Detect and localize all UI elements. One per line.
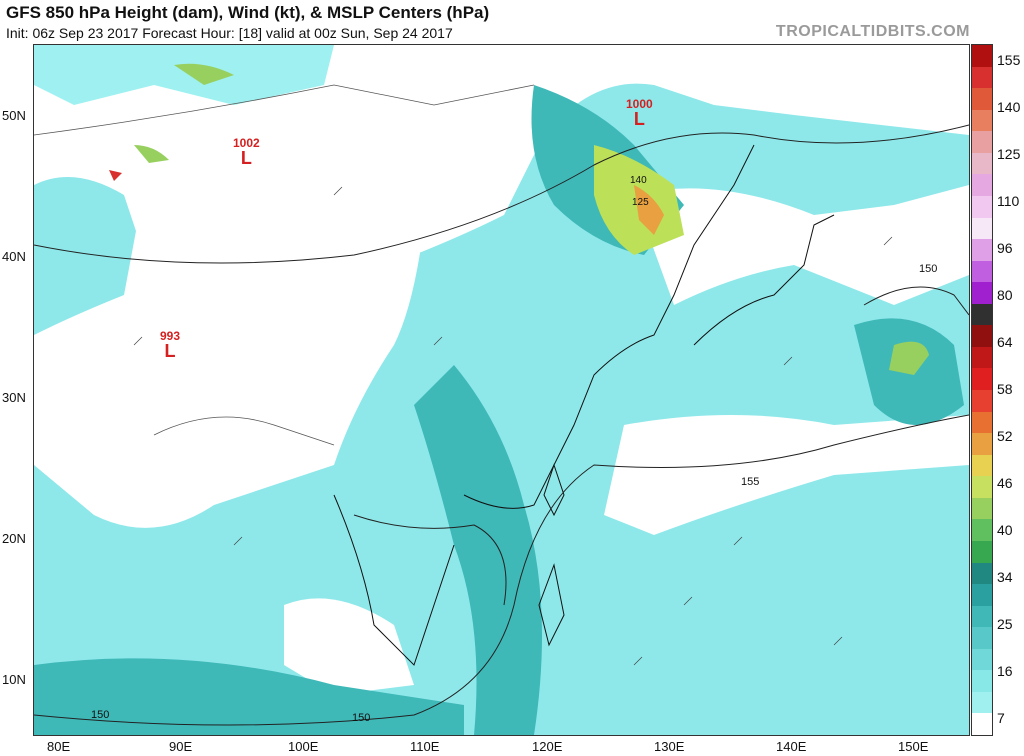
colorbar-swatch bbox=[972, 368, 992, 390]
map-canvas: 150 155 150 150 140 125 bbox=[34, 45, 969, 735]
contour-label: 125 bbox=[632, 197, 649, 208]
colorbar-swatch bbox=[972, 476, 992, 498]
colorbar-swatch bbox=[972, 497, 992, 520]
colorbar-swatch bbox=[972, 282, 992, 304]
colorbar-swatch bbox=[972, 260, 992, 283]
colorbar-swatch bbox=[972, 713, 992, 735]
contour-label: 150 bbox=[919, 263, 937, 275]
colorbar-swatch bbox=[972, 303, 992, 326]
contour-label: 155 bbox=[741, 476, 759, 488]
contour-label: 140 bbox=[630, 175, 647, 186]
colorbar-label: 25 bbox=[997, 616, 1013, 632]
colorbar-label: 40 bbox=[997, 522, 1013, 538]
colorbar-label: 46 bbox=[997, 475, 1013, 491]
low-pressure-center: 1002 L bbox=[233, 136, 260, 168]
brand-watermark: TROPICALTIDBITS.COM bbox=[775, 23, 970, 40]
colorbar-swatch bbox=[972, 691, 992, 714]
colorbar-swatch bbox=[972, 152, 992, 175]
lon-label: 110E bbox=[410, 739, 440, 754]
colorbar-label: 140 bbox=[997, 99, 1021, 115]
lon-label: 100E bbox=[288, 739, 319, 754]
lat-label: 30N bbox=[2, 390, 26, 405]
low-pressure-center: 1000 L bbox=[626, 97, 653, 129]
colorbar-swatch bbox=[972, 433, 992, 455]
colorbar-label: 16 bbox=[997, 663, 1013, 679]
contour-label: 150 bbox=[352, 712, 370, 724]
colorbar-swatch bbox=[972, 88, 992, 110]
colorbar-swatch bbox=[972, 584, 992, 606]
colorbar-swatch bbox=[972, 411, 992, 434]
colorbar-swatch bbox=[972, 390, 992, 412]
lat-label: 20N bbox=[2, 531, 26, 546]
colorbar-swatch bbox=[972, 540, 992, 563]
lat-label: 10N bbox=[2, 672, 26, 687]
colorbar-swatch bbox=[972, 174, 992, 196]
lon-label: 130E bbox=[654, 739, 685, 754]
contour-label: 150 bbox=[91, 709, 109, 721]
colorbar-label: 58 bbox=[997, 381, 1013, 397]
colorbar-label: 52 bbox=[997, 428, 1013, 444]
colorbar-label: 7 bbox=[997, 710, 1005, 726]
weather-map: 150 155 150 150 140 125 bbox=[33, 44, 970, 736]
lon-label: 140E bbox=[776, 739, 807, 754]
colorbar-swatch bbox=[972, 454, 992, 477]
lon-label: 150E bbox=[898, 739, 929, 754]
wind-speed-colorbar bbox=[971, 44, 993, 736]
low-pressure-center: 993 L bbox=[160, 329, 181, 361]
colorbar-label: 34 bbox=[997, 569, 1013, 585]
colorbar-label: 96 bbox=[997, 240, 1013, 256]
colorbar-swatch bbox=[972, 670, 992, 692]
colorbar-swatch bbox=[972, 648, 992, 671]
colorbar-swatch bbox=[972, 346, 992, 369]
colorbar-swatch bbox=[972, 562, 992, 585]
lat-label: 40N bbox=[2, 249, 26, 264]
lon-label: 90E bbox=[169, 739, 193, 754]
colorbar-label: 80 bbox=[997, 287, 1013, 303]
colorbar-swatch bbox=[972, 66, 992, 89]
colorbar-swatch bbox=[972, 131, 992, 153]
colorbar-swatch bbox=[972, 325, 992, 347]
colorbar-swatch bbox=[972, 605, 992, 628]
colorbar-swatch bbox=[972, 239, 992, 261]
colorbar-swatch bbox=[972, 217, 992, 240]
map-title: GFS 850 hPa Height (dam), Wind (kt), & M… bbox=[6, 3, 490, 22]
lon-label: 120E bbox=[532, 739, 563, 754]
map-subtitle: Init: 06z Sep 23 2017 Forecast Hour: [18… bbox=[6, 25, 453, 41]
colorbar-label: 110 bbox=[997, 193, 1020, 209]
colorbar-swatch bbox=[972, 195, 992, 218]
lon-label: 80E bbox=[47, 739, 71, 754]
colorbar-swatch bbox=[972, 519, 992, 541]
lat-label: 50N bbox=[2, 108, 26, 123]
colorbar-swatch bbox=[972, 45, 992, 67]
colorbar-swatch bbox=[972, 109, 992, 132]
colorbar-label: 125 bbox=[997, 146, 1021, 162]
colorbar-swatch bbox=[972, 627, 992, 649]
colorbar-label: 64 bbox=[997, 334, 1013, 350]
colorbar-label: 155 bbox=[997, 52, 1021, 68]
